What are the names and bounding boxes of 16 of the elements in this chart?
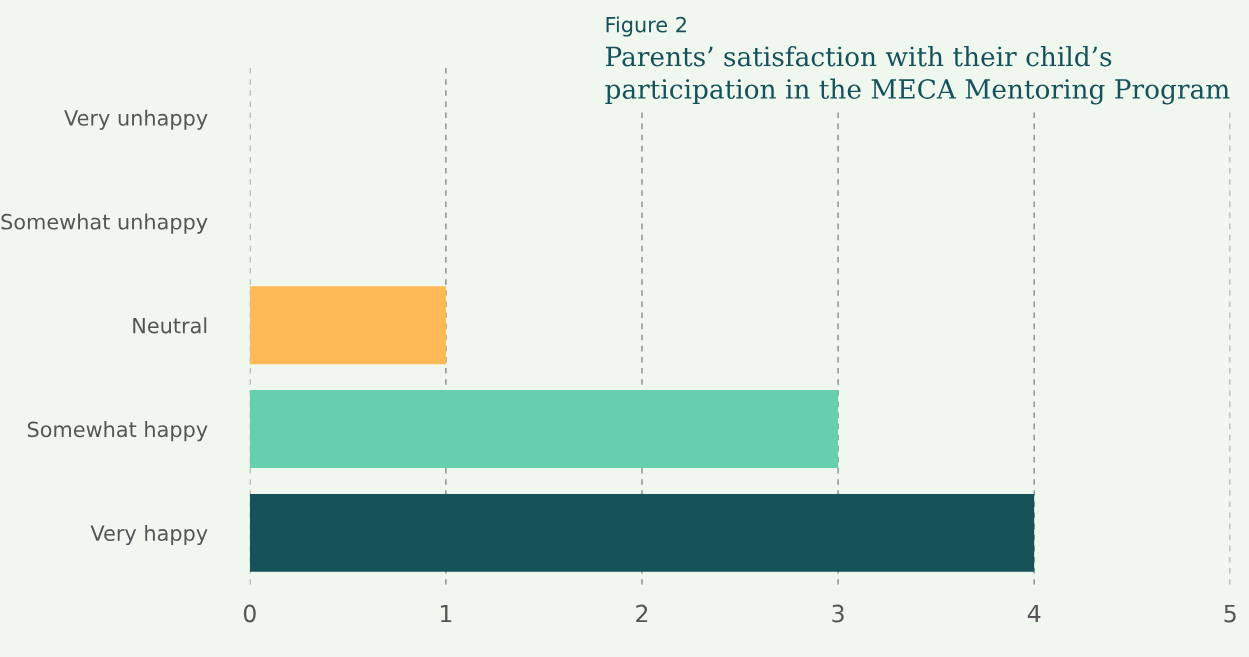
chart-subtitle: Figure 2	[606, 16, 686, 37]
y-tick-label: Very unhappy	[64, 109, 208, 130]
x-tick-label: 2	[636, 604, 648, 623]
y-tick-label: Somewhat happy	[27, 421, 208, 442]
x-tick-label: 0	[243, 604, 256, 623]
x-tick-label: 5	[1224, 604, 1236, 623]
bar	[249, 390, 839, 468]
y-tick-label: Very happy	[90, 524, 208, 546]
x-tick-label: 4	[1027, 604, 1041, 623]
x-tick-label: 1	[440, 604, 452, 623]
x-tick-label: 3	[832, 604, 844, 623]
bar	[249, 493, 1035, 572]
y-tick-label: Somewhat unhappy	[1, 213, 208, 234]
chart-title: Parents’ satisfaction with their child’s participation in the MECA Mentoring Program	[605, 45, 1230, 105]
y-tick-label: Neutral	[133, 317, 207, 334]
bar	[249, 286, 446, 365]
